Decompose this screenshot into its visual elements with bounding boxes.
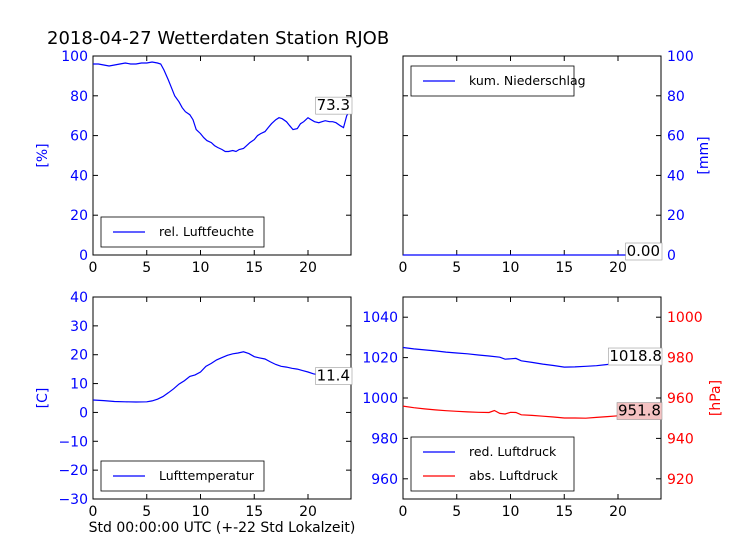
x-tick-label: 20 [609,504,627,520]
panel-humidity: 0 5 10 15 20 0 20 40 60 80 100 [%] 73.3 rel. Luftfeuc… [35,49,353,276]
x-tick-label: 10 [192,260,210,276]
x-tick-label: 5 [142,260,151,276]
x-tick-label: 20 [299,260,317,276]
y-tick-label: 40 [70,290,88,306]
y-tick-label: 0 [79,405,88,421]
y-tick-label: 980 [371,431,398,447]
annotation-box [315,96,353,115]
y-tick-label: 10 [70,377,88,393]
y-right-tick-label: 960 [667,391,694,407]
y-tick-label: −10 [58,434,88,450]
panel-pressure: 0 5 10 15 20 960 980 1000 1020 1040 920 940 960 980 10… [362,296,724,520]
y-tick-label: 1000 [362,391,398,407]
legend-label: abs. Luftdruck [469,468,559,483]
x-tick-label: 10 [502,260,520,276]
legend-box [410,436,575,492]
y-tick-label: 1020 [362,351,398,367]
y-tick-label: 40 [70,168,88,184]
x-tick-label: 15 [555,504,573,520]
annotation-label: 0.00 [627,242,660,260]
annotation-box [625,242,663,261]
x-tick-label: 5 [142,504,151,520]
y-tick-label: 20 [667,208,685,224]
series-line [93,61,352,153]
y-right-tick-label: 1000 [667,310,703,326]
y-tick-label: 30 [70,319,88,335]
y-axis-label: [mm] [696,136,712,174]
annotation-label: 1018.8 [609,347,662,365]
x-tick-label: 20 [299,504,317,520]
y-tick-label: 100 [61,49,88,65]
legend-label: red. Luftdruck [469,444,557,459]
plot-frame [92,55,352,256]
y-tick-label: 100 [667,49,694,65]
x-tick-label: 15 [245,260,263,276]
y-tick-label: 40 [667,168,685,184]
annotation-box [608,347,663,366]
annotation-label: 951.8 [618,402,661,420]
annotation-label: 73.3 [317,96,350,114]
series-line [402,405,662,419]
panel-temperature: 0 5 10 15 20 −30 −20 −10 0 10 20 30 40 [C] 11.4 Lufttem… [35,290,353,520]
y-tick-label: 80 [70,89,88,105]
y-right-tick-label: 940 [667,431,694,447]
legend-label: Lufttemperatur [159,468,255,483]
annotation-box [315,367,353,385]
x-tick-label: 20 [609,260,627,276]
x-tick-label: 15 [555,260,573,276]
legend-label: kum. Niederschlag [469,73,586,88]
x-tick-label: 10 [192,504,210,520]
figure-title: 2018-04-27 Wetterdaten Station RJOB [47,28,389,49]
series-line [92,351,352,403]
y-right-tick-label: 920 [667,472,694,488]
y-tick-label: 0 [667,248,676,264]
x-tick-label: 0 [89,504,98,520]
x-tick-label: 15 [245,504,263,520]
y-tick-label: −30 [58,492,88,508]
x-tick-label: 10 [502,504,520,520]
y-tick-label: 20 [70,208,88,224]
annotation-label: 11.4 [317,367,350,385]
legend-label: rel. Luftfeuchte [159,224,254,239]
y-tick-label: −20 [58,463,88,479]
y-tick-label: 1040 [362,310,398,326]
y-tick-label: 960 [371,472,398,488]
annotation-box [616,402,663,420]
y-tick-label: 60 [70,129,88,145]
y-tick-label: 80 [667,89,685,105]
panel-precip: 0 5 10 15 20 0 20 40 60 80 100 [mm] 0.00 kum. Nieders… [399,49,712,276]
x-tick-label: 5 [452,504,461,520]
y-axis-label: [%] [35,143,51,167]
footer-xlabel: Std 00:00:00 UTC (+-22 Std Lokalzeit) [89,520,356,536]
y-right-tick-label: 980 [667,351,694,367]
y-right-axis-label: [hPa] [708,380,724,416]
x-tick-label: 0 [399,260,408,276]
plot-frame [92,296,352,500]
x-tick-label: 0 [89,260,98,276]
x-tick-label: 0 [399,504,408,520]
y-tick-label: 20 [70,348,88,364]
x-tick-label: 5 [452,260,461,276]
y-axis-label: [C] [35,388,51,409]
y-tick-label: 60 [667,129,685,145]
y-tick-label: 0 [79,248,88,264]
